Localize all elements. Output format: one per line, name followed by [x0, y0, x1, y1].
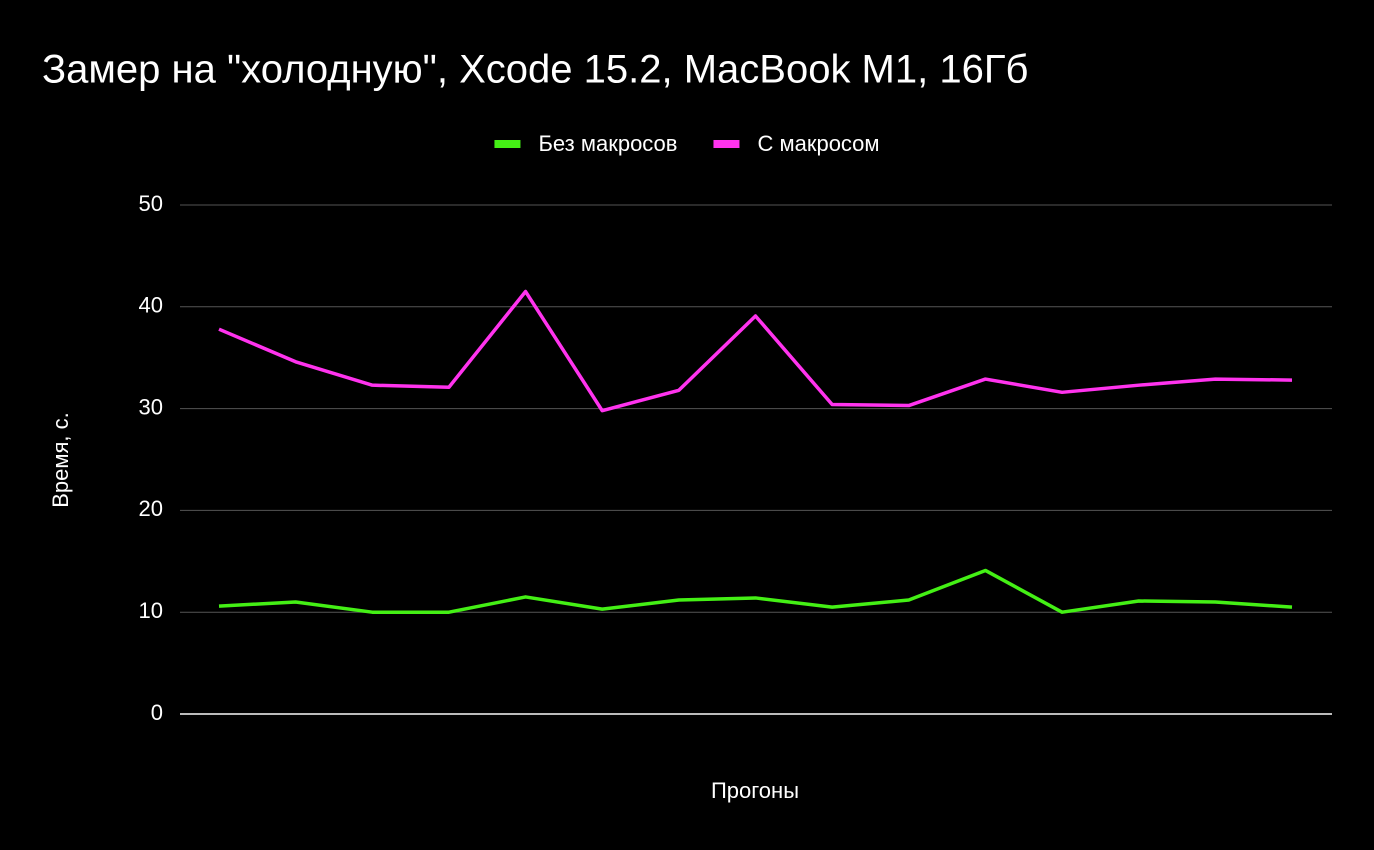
legend-swatch — [494, 140, 521, 148]
x-axis-title: Прогоны — [711, 778, 799, 803]
legend-swatch — [713, 140, 740, 148]
y-tick-label: 50 — [139, 191, 163, 216]
y-tick-label: 30 — [139, 394, 163, 419]
legend-label: С макросом — [757, 131, 879, 156]
line-series — [218, 568, 1293, 614]
chart-title: Замер на "холодную", Xcode 15.2, MacBook… — [42, 48, 1028, 92]
y-tick-label: 20 — [139, 496, 163, 521]
y-tick-label: 0 — [151, 700, 163, 725]
line-series — [218, 289, 1293, 413]
y-axis-title: Время, с. — [48, 412, 73, 508]
y-tick-label: 40 — [139, 293, 163, 318]
y-tick-label: 10 — [139, 598, 163, 623]
legend-label: Без макросов — [538, 131, 677, 156]
